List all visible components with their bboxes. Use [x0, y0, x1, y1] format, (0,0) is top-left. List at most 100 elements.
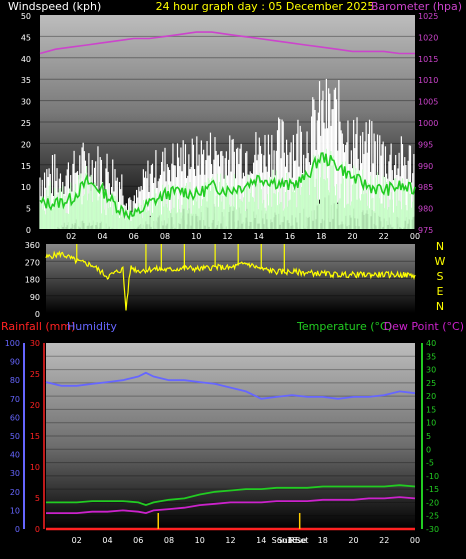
lower-x-tick-label: 04	[102, 536, 112, 545]
barometer-y-tick-label: 1010	[418, 76, 438, 85]
lower-x-tick-label: 06	[133, 536, 143, 545]
humidity-y-tick-label: 100	[5, 339, 20, 348]
sunrise-label: Sun Rise	[272, 536, 307, 545]
wind-y-tick-label: 30	[21, 98, 31, 107]
rainfall-y-tick-label: 15	[30, 432, 40, 441]
direction-series	[45, 244, 416, 311]
temperature-y-tick-label: 25	[426, 379, 436, 388]
humidity-y-tick-label: 80	[10, 376, 20, 385]
lower-x-tick-label: 16	[287, 536, 297, 545]
temperature-y-tick-label: -25	[426, 512, 439, 521]
wind-x-tick-label: 02	[66, 232, 76, 241]
humidity-y-tick-label: 70	[10, 395, 20, 404]
temperature-y-tick-label: 15	[426, 405, 436, 414]
sunset-label: Sun Set	[278, 536, 309, 545]
lower-x-tick-label: 22	[379, 536, 389, 545]
barometer-y-tick-label: 975	[418, 226, 433, 235]
wind-y-tick-label: 50	[21, 12, 31, 21]
barometer-y-tick-label: 1015	[418, 55, 438, 64]
lower-x-tick-label: 18	[318, 536, 328, 545]
temp-panel-bg	[46, 343, 415, 529]
wind-y-tick-label: 0	[26, 226, 31, 235]
barometer-axis-title: Barometer (hpa)	[371, 0, 462, 13]
humidity-y-tick-label: 10	[10, 506, 20, 515]
lower-x-tick-label: 20	[348, 536, 358, 545]
temperature-y-tick-label: 30	[426, 366, 436, 375]
temperature-humidity-series	[45, 371, 416, 531]
rainfall-y-tick-label: 20	[30, 401, 40, 410]
wind-y-tick-label: 15	[21, 162, 31, 171]
wind-x-tick-label: 08	[160, 232, 170, 241]
temperature-y-tick-label: 10	[426, 419, 436, 428]
barometer-line	[39, 31, 415, 55]
rainfall-y-tick-label: 10	[30, 463, 40, 472]
direction-legend-w: W	[435, 255, 446, 268]
temperature-y-tick-label: -15	[426, 485, 439, 494]
wind-x-tick-label: 12	[222, 232, 232, 241]
wind-y-tick-label: 25	[21, 119, 31, 128]
wind-x-tick-label: 00	[410, 232, 420, 241]
rainfall-y-tick-label: 30	[30, 339, 40, 348]
direction-y-tick-label: 270	[25, 258, 40, 267]
direction-legend-s: S	[437, 270, 444, 283]
wind-y-tick-label: 5	[26, 205, 31, 214]
humidity-axis-title: Humidity	[67, 320, 117, 333]
direction-y-tick-label: 0	[35, 310, 40, 319]
wind-y-tick-label: 20	[21, 140, 31, 149]
barometer-y-tick-label: 1025	[418, 12, 438, 21]
rainfall-y-tick-label: 25	[30, 370, 40, 379]
humidity-y-tick-label: 40	[10, 451, 20, 460]
direction-legend-n-top: N	[436, 240, 444, 253]
wind-x-tick-label: 04	[97, 232, 107, 241]
barometer-y-tick-label: 1005	[418, 98, 438, 107]
rainfall-axis-title: Rainfall (mm)	[1, 320, 75, 333]
dew-point-axis-title: Dew Point (°C)	[384, 320, 464, 333]
humidity-y-tick-label: 90	[10, 358, 20, 367]
lower-x-tick-label: 10	[195, 536, 205, 545]
grid-layer	[40, 35, 415, 517]
humidity-y-tick-label: 60	[10, 413, 20, 422]
humidity-y-tick-label: 20	[10, 488, 20, 497]
barometer-y-tick-label: 990	[418, 162, 433, 171]
direction-line	[45, 250, 416, 311]
wind-series	[39, 31, 416, 229]
wind-x-tick-label: 22	[379, 232, 389, 241]
temperature-y-tick-label: -30	[426, 525, 439, 534]
wind-y-tick-label: 10	[21, 183, 31, 192]
wind-x-tick-label: 10	[191, 232, 201, 241]
temperature-y-tick-label: -5	[426, 459, 434, 468]
direction-legend-e: E	[437, 285, 444, 298]
temperature-y-tick-label: 5	[426, 432, 431, 441]
rainfall-y-tick-label: 0	[35, 525, 40, 534]
direction-legend-n-bottom: N	[436, 300, 444, 313]
wind-x-tick-label: 14	[254, 232, 264, 241]
series-line-temperature	[46, 484, 416, 507]
temperature-y-tick-label: -20	[426, 498, 439, 507]
temperature-axis-title: Temperature (°C)	[296, 320, 392, 333]
temperature-y-tick-label: -10	[426, 472, 439, 481]
humidity-y-tick-label: 0	[15, 525, 20, 534]
rainfall-y-tick-label: 5	[35, 494, 40, 503]
temperature-y-tick-label: 20	[426, 392, 436, 401]
humidity-y-tick-label: 50	[10, 432, 20, 441]
wind-x-tick-label: 06	[129, 232, 139, 241]
temperature-y-tick-label: 0	[426, 445, 431, 454]
series-line-humidity	[45, 371, 416, 400]
lower-x-tick-label: 08	[164, 536, 174, 545]
wind-x-tick-label: 16	[285, 232, 295, 241]
temperature-y-tick-label: 35	[426, 352, 436, 361]
direction-y-tick-label: 360	[25, 241, 40, 250]
barometer-y-tick-label: 995	[418, 140, 433, 149]
wind-y-tick-label: 40	[21, 55, 31, 64]
temperature-y-tick-label: 40	[426, 339, 436, 348]
chart-title: 24 hour graph day : 05 December 2025	[156, 0, 375, 13]
wind-x-tick-label: 20	[347, 232, 357, 241]
lower-x-tick-label: 12	[225, 536, 235, 545]
lower-x-tick-label: 00	[410, 536, 420, 545]
direction-y-tick-label: 180	[25, 276, 40, 285]
barometer-y-tick-label: 1020	[418, 33, 438, 42]
barometer-y-tick-label: 985	[418, 183, 433, 192]
barometer-y-tick-label: 1000	[418, 119, 438, 128]
